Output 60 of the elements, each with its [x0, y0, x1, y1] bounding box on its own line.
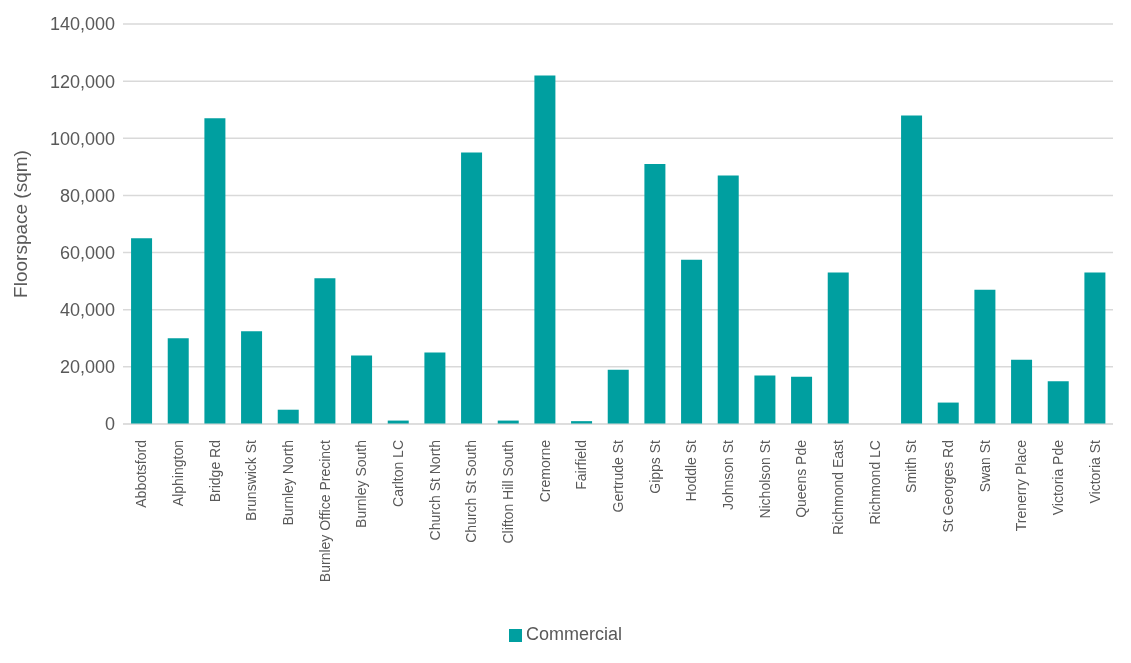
bar: [717, 175, 739, 424]
x-tick-label: Richmond East: [830, 439, 846, 535]
y-tick-label: 40,000: [59, 300, 115, 321]
y-axis-title: Floorspace (sqm): [9, 150, 31, 298]
x-tick-label: Hoddle St: [683, 439, 700, 502]
bar: [241, 331, 263, 424]
x-tick-label: Victoria Pde: [1050, 439, 1066, 516]
bar: [277, 409, 299, 424]
x-tick-label: Fairfield: [573, 440, 590, 490]
x-tick-label: Cremorne: [536, 439, 553, 503]
bar: [791, 376, 813, 424]
x-tick-label: Abbotsford: [133, 440, 150, 508]
x-tick-label: Brunswick St: [243, 439, 260, 521]
bar: [1011, 359, 1033, 424]
x-tick-label: Bridge Rd: [206, 440, 223, 503]
x-tick-label: Burnley Office Precinct: [316, 439, 333, 583]
bar: [534, 75, 556, 424]
x-tick-label: Gertrude St: [610, 439, 626, 513]
bar: [351, 355, 373, 424]
bar: [1047, 381, 1069, 424]
x-tick-label: Burnley South: [353, 440, 370, 528]
bar: [204, 118, 226, 424]
bar: [754, 375, 776, 424]
x-tick-label: Trenerry Place: [1013, 439, 1030, 532]
x-tick-label: Nicholson St: [756, 439, 773, 519]
bar: [131, 238, 153, 424]
y-tick-label: 80,000: [59, 185, 115, 206]
y-tick-label: 20,000: [59, 357, 115, 378]
y-tick-label: 120,000: [49, 71, 115, 92]
x-tick-label: Richmond LC: [866, 440, 883, 525]
legend-label: Commercial: [525, 624, 622, 644]
bar: [937, 402, 959, 424]
x-tick-label: Clifton Hill South: [500, 440, 516, 544]
x-tick-label: Swan St: [976, 439, 993, 493]
x-tick-label: Burnley North: [280, 440, 296, 526]
bar: [461, 152, 483, 424]
x-tick-label: St Georges Rd: [940, 440, 956, 533]
y-tick-label: 140,000: [49, 14, 115, 35]
bar: [607, 369, 629, 424]
x-tick-label: Gipps St: [646, 439, 663, 494]
y-tick-label: 0: [104, 414, 115, 435]
x-tick-label: Johnson St: [720, 439, 736, 511]
x-tick-label: Church St North: [426, 440, 443, 541]
x-tick-label: Queens Pde: [793, 439, 810, 518]
bar: [167, 338, 189, 424]
x-tick-label: Church St South: [463, 440, 480, 543]
bar: [1084, 272, 1106, 424]
x-tick-label: Alphington: [170, 440, 186, 507]
y-tick-label: 60,000: [59, 242, 115, 263]
x-tick-label: Carlton LC: [390, 440, 406, 507]
bar: [827, 272, 849, 424]
bar: [424, 352, 446, 424]
x-tick-label: Smith St: [903, 439, 920, 493]
bar: [314, 278, 336, 424]
y-tick-label: 100,000: [49, 128, 115, 149]
bar: [681, 259, 703, 424]
bar: [901, 115, 923, 424]
x-tick-label: Victoria St: [1086, 439, 1103, 504]
bar: [974, 289, 996, 424]
bar: [644, 164, 666, 424]
